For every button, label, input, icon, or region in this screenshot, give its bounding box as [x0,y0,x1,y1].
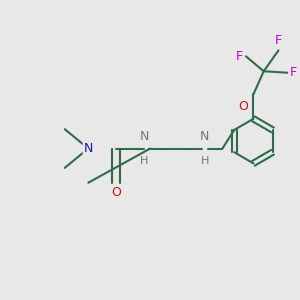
Text: O: O [111,186,121,199]
Text: H: H [201,156,209,166]
Text: N: N [84,142,93,155]
Text: N: N [140,130,149,142]
Text: H: H [140,156,148,166]
Text: N: N [200,130,209,142]
Text: F: F [290,66,297,79]
Text: F: F [275,34,282,47]
Text: O: O [238,100,248,113]
Text: F: F [236,50,243,63]
